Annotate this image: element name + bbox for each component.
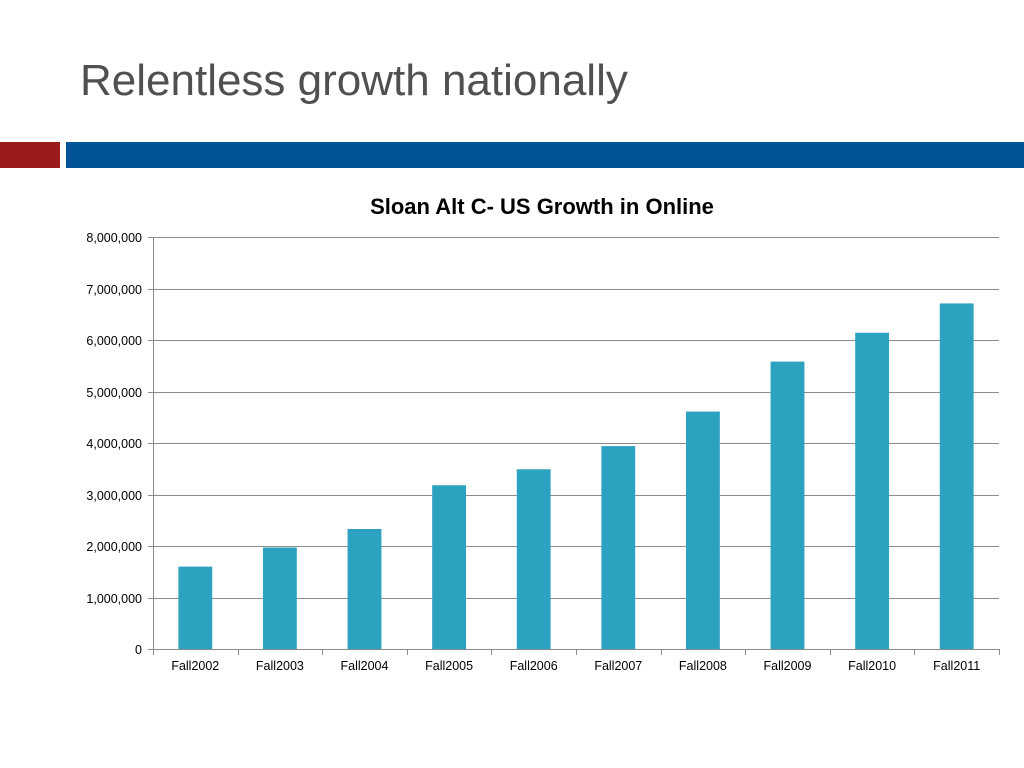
slide-title: Relentless growth nationally <box>80 56 628 105</box>
bar-fall2007 <box>601 446 636 649</box>
y-tick-label: 7,000,000 <box>86 283 142 297</box>
x-tick-labels: Fall2002 Fall2003 Fall2004 Fall2005 Fall2006… <box>171 659 980 673</box>
x-tick-label: Fall2002 <box>171 659 219 673</box>
chart-title: Sloan Alt C- US Growth in Online <box>370 194 714 219</box>
y-tick-label: 1,000,000 <box>86 592 142 606</box>
y-tick-label: 0 <box>135 643 142 657</box>
axes <box>148 237 1000 655</box>
x-tick-label: Fall2006 <box>510 659 558 673</box>
bar-fall2009 <box>770 361 805 649</box>
y-tick-label: 3,000,000 <box>86 489 142 503</box>
bar-fall2006 <box>516 469 551 649</box>
x-tick-label: Fall2005 <box>425 659 473 673</box>
x-tick-label: Fall2011 <box>933 659 980 673</box>
header-band-red <box>0 142 60 168</box>
bars <box>178 303 974 649</box>
x-tick-label: Fall2007 <box>594 659 642 673</box>
x-tick-label: Fall2003 <box>256 659 304 673</box>
y-tick-label: 8,000,000 <box>86 231 142 245</box>
header-band-blue <box>66 142 1024 168</box>
y-tick-label: 4,000,000 <box>86 437 142 451</box>
bar-fall2003 <box>262 547 297 649</box>
bar-fall2004 <box>347 529 382 649</box>
y-tick-label: 2,000,000 <box>86 540 142 554</box>
bar-fall2002 <box>178 566 213 649</box>
y-tick-label: 5,000,000 <box>86 386 142 400</box>
x-tick-label: Fall2004 <box>341 659 389 673</box>
y-tick-label: 6,000,000 <box>86 334 142 348</box>
bar-fall2008 <box>685 411 720 649</box>
x-tick-label: Fall2009 <box>764 659 812 673</box>
y-tick-labels: 0 1,000,000 2,000,000 3,000,000 4,000,000 5,0… <box>86 231 142 657</box>
bar-fall2010 <box>855 332 890 649</box>
bar-fall2011 <box>939 303 974 649</box>
x-tick-label: Fall2010 <box>848 659 896 673</box>
x-tick-label: Fall2008 <box>679 659 727 673</box>
bar-fall2005 <box>432 485 467 649</box>
